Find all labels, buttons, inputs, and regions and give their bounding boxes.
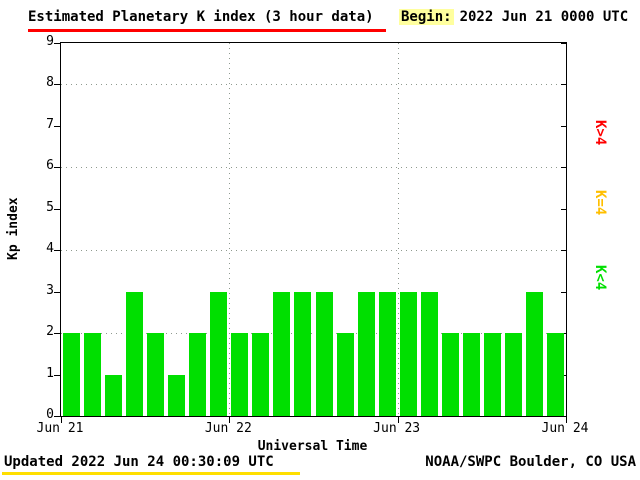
x-tick-label: Jun 23 xyxy=(373,421,421,436)
x-tick-mark xyxy=(229,416,231,423)
x-tick-label: Jun 21 xyxy=(36,421,84,436)
kp-bar xyxy=(315,291,333,416)
kp-bar xyxy=(483,333,501,416)
v-gridline xyxy=(397,43,399,416)
kp-bar xyxy=(210,291,228,416)
y-tick-mark xyxy=(54,250,61,252)
source-text: NOAA/SWPC Boulder, CO USA xyxy=(425,454,636,470)
y-tick-mark xyxy=(54,43,61,44)
y-tick-mark xyxy=(561,43,566,44)
h-gridline xyxy=(61,167,566,169)
x-tick-label: Jun 24 xyxy=(541,421,589,436)
y-tick-mark xyxy=(54,208,61,210)
begin-block: Begin: 2022 Jun 21 0000 UTC xyxy=(399,9,628,25)
y-axis-labels: 0 1 2 3 4 5 6 7 8 9 xyxy=(28,34,54,422)
kp-bar xyxy=(147,333,165,416)
y-tick-mark xyxy=(54,374,61,376)
title-underline xyxy=(28,29,386,32)
plot-area xyxy=(54,42,567,423)
updated-text: Updated 2022 Jun 24 00:30:09 UTC xyxy=(4,454,274,470)
kp-bar xyxy=(378,291,396,416)
x-tick-label: Jun 22 xyxy=(204,421,252,436)
kp-bar xyxy=(231,333,249,416)
kp-bar xyxy=(273,291,291,416)
kp-bar xyxy=(462,333,480,416)
kp-bar xyxy=(168,374,186,416)
y-tick-mark xyxy=(561,84,566,86)
y-tick-label: 8 xyxy=(46,75,54,91)
begin-label: Begin: xyxy=(399,9,454,25)
kp-bar xyxy=(294,291,312,416)
kp-bar xyxy=(504,333,522,416)
kp-bar xyxy=(420,291,438,416)
y-tick-label: 3 xyxy=(46,282,54,298)
y-tick-mark xyxy=(561,125,566,127)
x-tick-mark xyxy=(61,416,62,423)
kp-bar xyxy=(84,333,102,416)
kp-bar xyxy=(441,333,459,416)
updated-underline xyxy=(2,472,300,475)
legend-item: K>4 xyxy=(592,120,608,146)
kp-bar xyxy=(63,333,81,416)
y-tick-mark xyxy=(561,291,566,293)
kp-bar xyxy=(105,374,123,416)
y-tick-mark xyxy=(54,125,61,127)
chart-title: Estimated Planetary K index (3 hour data… xyxy=(28,9,374,25)
kp-bar xyxy=(546,333,564,416)
y-tick-label: 9 xyxy=(46,34,54,49)
kp-bar xyxy=(357,291,375,416)
y-tick-label: 5 xyxy=(46,199,54,215)
legend-item: K=4 xyxy=(592,190,608,216)
x-tick-mark xyxy=(397,416,399,423)
y-tick-mark xyxy=(54,416,61,417)
y-tick-mark xyxy=(54,84,61,86)
kp-bar xyxy=(189,333,207,416)
y-tick-label: 6 xyxy=(46,158,54,174)
y-tick-label: 1 xyxy=(46,365,54,381)
y-tick-mark xyxy=(561,208,566,210)
y-tick-mark xyxy=(561,416,566,417)
y-tick-mark xyxy=(54,167,61,169)
y-tick-label: 2 xyxy=(46,324,54,340)
h-gridline xyxy=(61,84,566,86)
x-tick-mark xyxy=(566,416,567,423)
v-gridline xyxy=(229,43,231,416)
legend-item: K<4 xyxy=(592,265,608,291)
h-gridline xyxy=(61,333,566,335)
y-tick-mark xyxy=(54,291,61,293)
kp-bar xyxy=(399,291,417,416)
y-tick-mark xyxy=(561,250,566,252)
kp-bar xyxy=(252,333,270,416)
kp-bar xyxy=(336,333,354,416)
y-tick-mark xyxy=(561,167,566,169)
x-axis-labels: Jun 21 Jun 22 Jun 23 Jun 24 xyxy=(37,421,589,437)
begin-value: 2022 Jun 21 0000 UTC xyxy=(459,9,629,25)
x-axis-title: Universal Time xyxy=(257,439,368,454)
h-gridline xyxy=(61,250,566,252)
y-axis-title: Kp index xyxy=(6,197,21,260)
kp-bar xyxy=(126,291,144,416)
legend: K>4 K=4 K<4 xyxy=(592,42,614,415)
y-tick-label: 4 xyxy=(46,241,54,257)
kp-bar xyxy=(525,291,543,416)
y-tick-label: 0 xyxy=(46,407,54,422)
y-tick-mark xyxy=(54,333,61,335)
y-tick-label: 7 xyxy=(46,116,54,132)
